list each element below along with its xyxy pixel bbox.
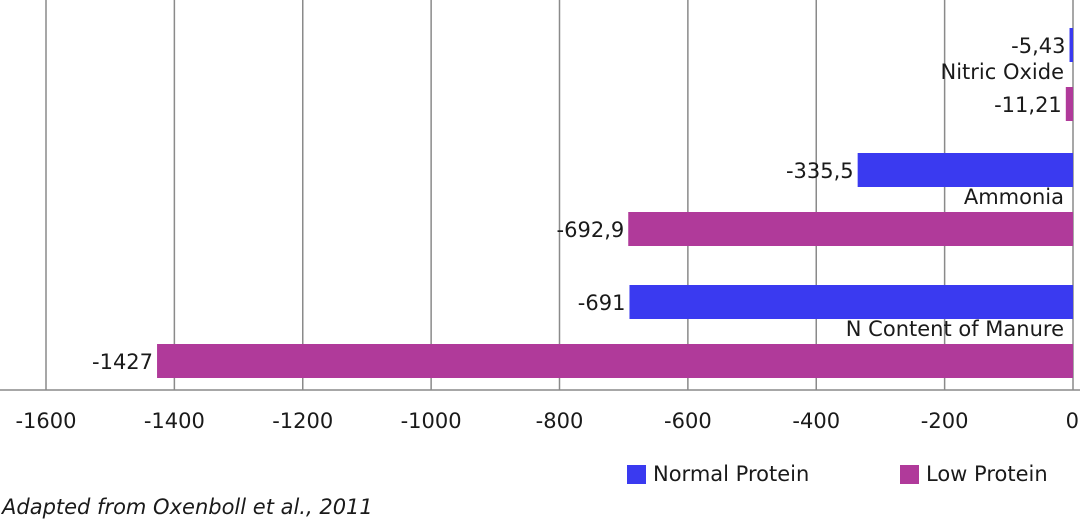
bar	[157, 344, 1073, 378]
data-label: -335,5	[786, 159, 854, 183]
data-label: -5,43	[1011, 34, 1065, 58]
bar	[628, 212, 1073, 246]
x-tick-label: -800	[536, 409, 584, 433]
x-tick-label: -1200	[272, 409, 333, 433]
legend-item-low-protein: Low Protein	[900, 462, 1048, 486]
bar-chart: -1600 -1400 -1200 -1000 -800 -600 -400 -200 0 -5,…	[0, 0, 1080, 433]
x-tick-label: -1000	[401, 409, 462, 433]
category-label: Ammonia	[964, 185, 1064, 209]
x-tick-label: -400	[792, 409, 840, 433]
legend-item-normal-protein: Normal Protein	[627, 462, 809, 486]
data-label: -1427	[92, 350, 153, 374]
data-label: -691	[578, 291, 626, 315]
category-label: N Content of Manure	[846, 317, 1064, 341]
bar	[857, 153, 1073, 187]
x-tick-label: 0	[1066, 409, 1079, 433]
legend-swatch-normal-protein	[627, 464, 646, 484]
data-label: -692,9	[557, 218, 625, 242]
x-tick-label: -200	[921, 409, 969, 433]
source-caption: Adapted from Oxenboll et al., 2011	[2, 495, 373, 519]
legend-label-normal-protein: Normal Protein	[653, 462, 810, 486]
bar	[629, 285, 1073, 319]
bar	[1065, 87, 1073, 121]
data-label: -11,21	[994, 93, 1062, 117]
legend-label-low-protein: Low Protein	[926, 462, 1048, 486]
x-tick-label: -600	[664, 409, 712, 433]
x-tick-label: -1400	[144, 409, 205, 433]
bar	[1069, 28, 1073, 62]
legend-swatch-low-protein	[900, 464, 919, 484]
category-label: Nitric Oxide	[940, 60, 1064, 84]
x-tick-label: -1600	[15, 409, 76, 433]
